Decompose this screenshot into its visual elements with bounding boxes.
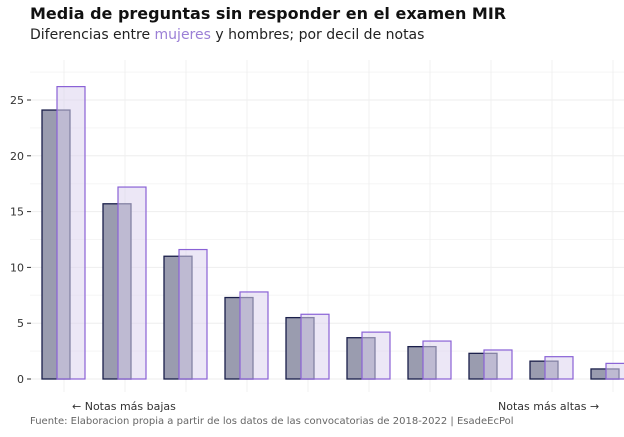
y-tick-label: 15 <box>10 206 24 219</box>
bar-mujeres <box>544 356 574 380</box>
annotation-right: Notas más altas → <box>498 400 600 413</box>
bar-mujeres <box>239 291 269 380</box>
bar-mujeres <box>56 86 86 380</box>
bar-mujeres <box>605 362 624 380</box>
chart-title: Media de preguntas sin responder en el e… <box>30 4 507 23</box>
source-note: Fuente: Elaboracion propia a partir de l… <box>30 416 514 427</box>
y-tick-label: 25 <box>10 94 24 107</box>
y-tick-label: 20 <box>10 150 24 163</box>
bar-mujeres <box>483 349 513 380</box>
bar-mujeres <box>117 186 147 380</box>
bar-mujeres <box>300 313 330 380</box>
y-tick-label: 5 <box>17 317 24 330</box>
annotation-left: ← Notas más bajas <box>72 400 176 413</box>
subtitle-highlight-mujeres: mujeres <box>154 27 211 43</box>
bar-mujeres <box>361 331 391 380</box>
bar-mujeres <box>178 248 208 380</box>
y-tick-label: 0 <box>17 373 24 386</box>
subtitle-prefix: Diferencias entre <box>30 27 155 43</box>
subtitle-suffix: y hombres; por decil de notas <box>210 27 425 43</box>
bar-mujeres <box>422 340 452 380</box>
y-tick-label: 10 <box>10 261 24 274</box>
chart-subtitle: Diferencias entre mujeres y hombres; por… <box>30 27 424 43</box>
